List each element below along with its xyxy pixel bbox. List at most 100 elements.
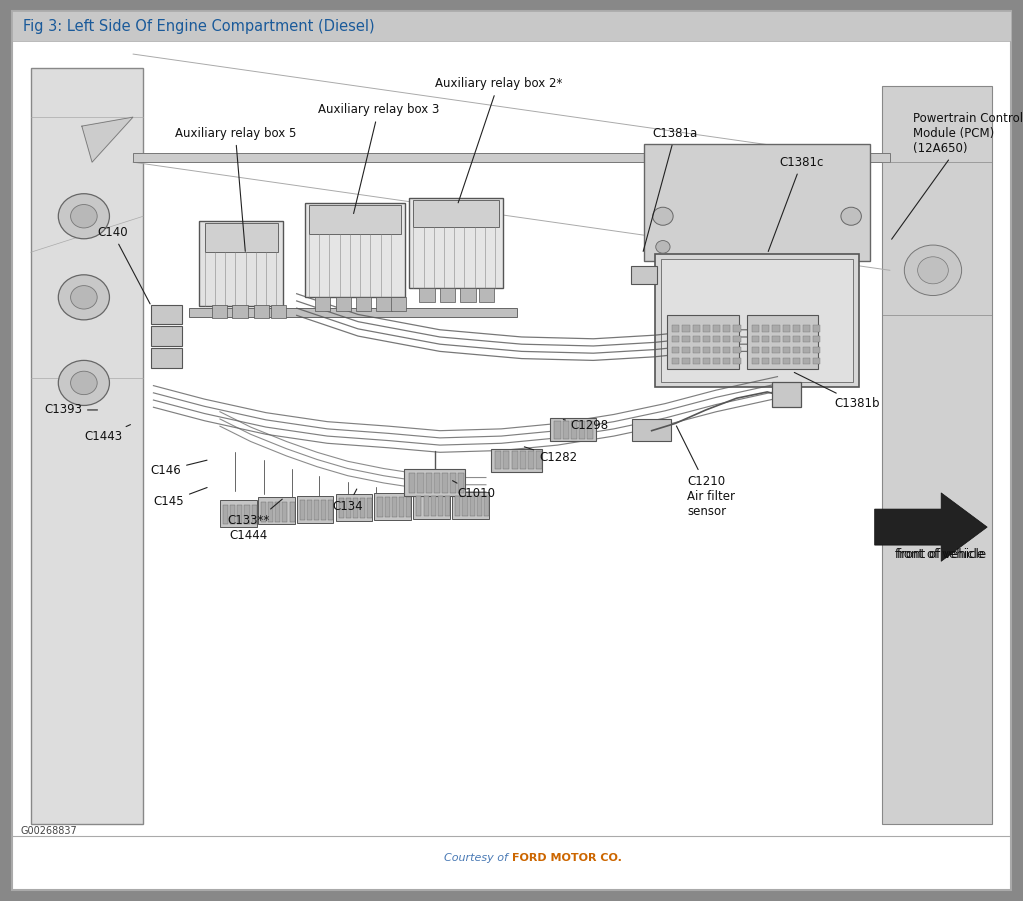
FancyBboxPatch shape xyxy=(512,451,518,469)
FancyBboxPatch shape xyxy=(693,325,700,332)
FancyBboxPatch shape xyxy=(346,498,351,518)
FancyBboxPatch shape xyxy=(434,473,440,493)
Circle shape xyxy=(58,194,109,239)
FancyBboxPatch shape xyxy=(367,498,372,518)
FancyBboxPatch shape xyxy=(232,305,248,318)
FancyBboxPatch shape xyxy=(723,358,730,364)
FancyBboxPatch shape xyxy=(409,473,415,493)
FancyBboxPatch shape xyxy=(703,358,710,364)
FancyBboxPatch shape xyxy=(205,223,278,252)
FancyBboxPatch shape xyxy=(275,502,280,522)
FancyBboxPatch shape xyxy=(762,336,769,342)
FancyBboxPatch shape xyxy=(783,325,790,332)
Text: front of vehicle: front of vehicle xyxy=(896,548,986,560)
FancyBboxPatch shape xyxy=(713,325,720,332)
Text: C1381b: C1381b xyxy=(794,372,880,410)
FancyBboxPatch shape xyxy=(336,494,372,521)
FancyBboxPatch shape xyxy=(661,259,853,382)
FancyBboxPatch shape xyxy=(579,421,585,439)
FancyBboxPatch shape xyxy=(752,336,759,342)
Text: Auxiliary relay box 5: Auxiliary relay box 5 xyxy=(175,127,296,251)
FancyBboxPatch shape xyxy=(520,451,526,469)
FancyBboxPatch shape xyxy=(282,502,287,522)
FancyBboxPatch shape xyxy=(328,500,333,520)
Circle shape xyxy=(71,205,97,228)
FancyBboxPatch shape xyxy=(321,500,326,520)
FancyBboxPatch shape xyxy=(442,473,448,493)
Text: C146: C146 xyxy=(150,460,207,477)
FancyBboxPatch shape xyxy=(803,347,810,353)
Text: C1393: C1393 xyxy=(44,404,97,416)
Circle shape xyxy=(904,245,962,296)
FancyBboxPatch shape xyxy=(536,451,542,469)
FancyBboxPatch shape xyxy=(151,326,182,346)
Text: C1298: C1298 xyxy=(564,419,609,432)
FancyBboxPatch shape xyxy=(772,358,780,364)
FancyBboxPatch shape xyxy=(528,451,534,469)
Text: C1282: C1282 xyxy=(525,447,577,464)
FancyBboxPatch shape xyxy=(392,497,397,517)
FancyBboxPatch shape xyxy=(31,68,143,824)
FancyBboxPatch shape xyxy=(399,497,404,517)
FancyBboxPatch shape xyxy=(793,347,800,353)
FancyBboxPatch shape xyxy=(309,205,401,234)
FancyBboxPatch shape xyxy=(445,496,450,516)
FancyBboxPatch shape xyxy=(550,418,596,441)
FancyBboxPatch shape xyxy=(360,498,365,518)
FancyBboxPatch shape xyxy=(682,347,690,353)
FancyBboxPatch shape xyxy=(783,347,790,353)
FancyBboxPatch shape xyxy=(682,325,690,332)
FancyBboxPatch shape xyxy=(230,505,235,524)
FancyBboxPatch shape xyxy=(803,358,810,364)
FancyBboxPatch shape xyxy=(424,496,429,516)
FancyBboxPatch shape xyxy=(271,305,286,318)
Text: G00268837: G00268837 xyxy=(20,826,77,836)
Circle shape xyxy=(653,207,673,225)
FancyBboxPatch shape xyxy=(409,198,503,288)
FancyBboxPatch shape xyxy=(682,336,690,342)
FancyBboxPatch shape xyxy=(882,86,992,824)
FancyBboxPatch shape xyxy=(713,358,720,364)
FancyBboxPatch shape xyxy=(452,492,489,519)
FancyBboxPatch shape xyxy=(470,496,475,516)
Text: C1210
Air filter
sensor: C1210 Air filter sensor xyxy=(676,426,736,518)
FancyBboxPatch shape xyxy=(220,500,257,527)
FancyBboxPatch shape xyxy=(315,297,330,311)
FancyBboxPatch shape xyxy=(693,347,700,353)
FancyBboxPatch shape xyxy=(571,421,577,439)
FancyBboxPatch shape xyxy=(391,297,406,311)
FancyBboxPatch shape xyxy=(12,11,1011,41)
FancyBboxPatch shape xyxy=(813,325,820,332)
FancyBboxPatch shape xyxy=(803,325,810,332)
FancyBboxPatch shape xyxy=(733,347,741,353)
FancyBboxPatch shape xyxy=(460,288,476,302)
FancyBboxPatch shape xyxy=(693,336,700,342)
Polygon shape xyxy=(82,117,133,162)
FancyBboxPatch shape xyxy=(703,325,710,332)
FancyBboxPatch shape xyxy=(356,297,371,311)
FancyBboxPatch shape xyxy=(353,498,358,518)
FancyBboxPatch shape xyxy=(703,336,710,342)
FancyBboxPatch shape xyxy=(554,421,561,439)
FancyBboxPatch shape xyxy=(793,336,800,342)
FancyBboxPatch shape xyxy=(290,502,295,522)
FancyBboxPatch shape xyxy=(133,153,890,162)
FancyBboxPatch shape xyxy=(244,505,250,524)
FancyBboxPatch shape xyxy=(713,347,720,353)
FancyBboxPatch shape xyxy=(462,496,468,516)
Text: C140: C140 xyxy=(97,226,150,304)
Text: C1381a: C1381a xyxy=(643,127,698,251)
FancyBboxPatch shape xyxy=(631,266,657,284)
Circle shape xyxy=(656,241,670,253)
Circle shape xyxy=(58,360,109,405)
FancyBboxPatch shape xyxy=(772,347,780,353)
FancyBboxPatch shape xyxy=(450,473,456,493)
FancyBboxPatch shape xyxy=(12,11,1011,890)
FancyBboxPatch shape xyxy=(416,496,421,516)
FancyBboxPatch shape xyxy=(672,347,679,353)
FancyBboxPatch shape xyxy=(563,421,569,439)
FancyBboxPatch shape xyxy=(672,336,679,342)
Text: C133**
C1444: C133** C1444 xyxy=(227,499,282,542)
FancyBboxPatch shape xyxy=(440,288,455,302)
FancyBboxPatch shape xyxy=(189,308,517,317)
